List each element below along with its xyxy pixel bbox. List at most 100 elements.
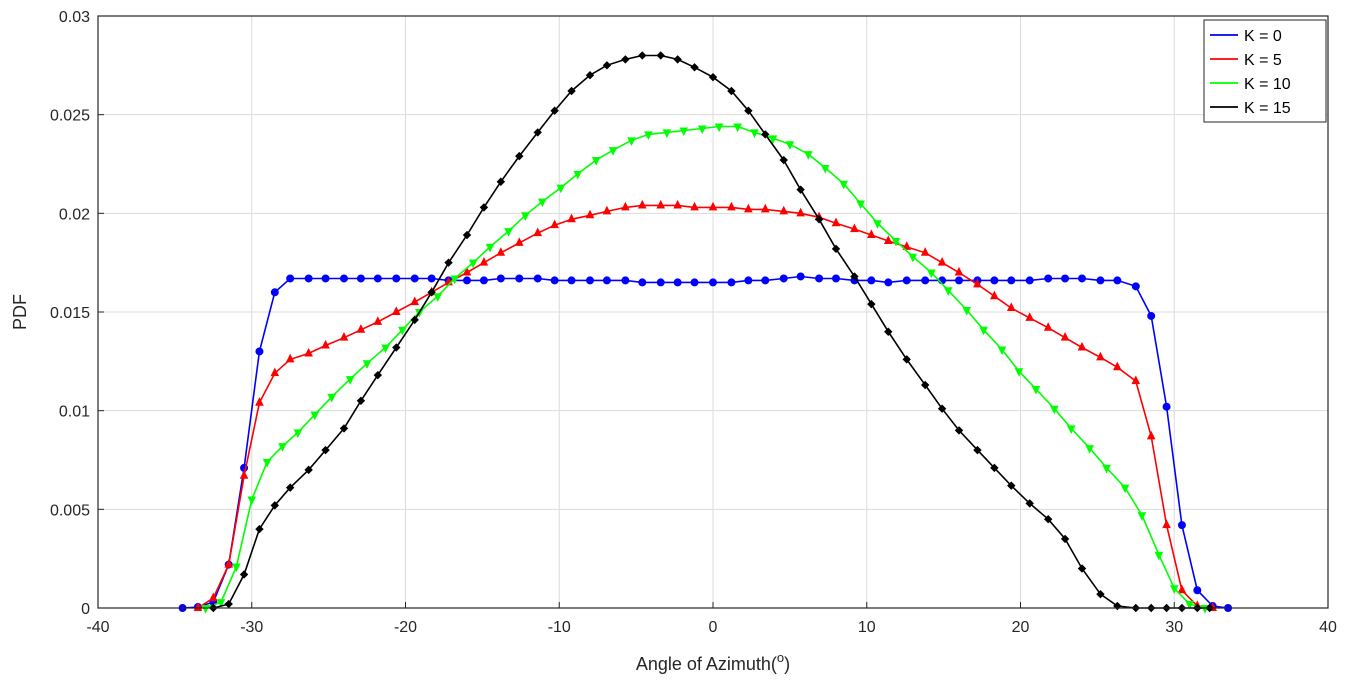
data-point	[362, 360, 372, 369]
data-point	[608, 147, 618, 156]
data-point	[567, 276, 576, 285]
data-point	[973, 278, 982, 288]
data-point	[902, 276, 911, 285]
data-point	[1060, 332, 1070, 341]
data-point	[1147, 311, 1156, 320]
data-point	[850, 272, 859, 281]
data-point	[232, 563, 241, 573]
data-point	[270, 288, 279, 297]
data-point	[831, 244, 841, 254]
data-point	[768, 135, 778, 144]
data-point	[867, 229, 876, 239]
data-point	[973, 445, 982, 455]
data-point	[427, 288, 436, 297]
data-point	[779, 205, 789, 215]
data-point	[1131, 375, 1141, 385]
data-point	[496, 274, 505, 283]
data-point	[1137, 512, 1147, 521]
data-point	[1113, 361, 1122, 371]
data-point	[515, 274, 524, 283]
data-point	[1060, 534, 1070, 544]
data-point	[1193, 586, 1202, 595]
data-point	[239, 470, 249, 479]
data-point	[796, 207, 805, 217]
data-point	[761, 130, 770, 139]
data-point	[1043, 514, 1053, 524]
data-point	[550, 106, 559, 115]
data-point	[867, 299, 876, 309]
y-axis-ticks: 0 0.005 0.01 0.015 0.02 0.025 0.03	[50, 9, 104, 618]
data-point	[832, 274, 840, 283]
legend-item: K = 5	[1210, 52, 1282, 69]
x-tick-label: 10	[858, 619, 876, 636]
data-point	[444, 258, 453, 267]
y-tick-label: 0.025	[50, 108, 90, 125]
data-point	[733, 123, 742, 133]
data-point	[1031, 385, 1041, 395]
x-tick-label: -30	[240, 619, 263, 636]
data-point	[209, 592, 218, 602]
data-point	[1007, 276, 1016, 285]
x-tick-label: 0	[709, 619, 718, 636]
x-tick-label: -20	[394, 619, 417, 636]
data-point	[727, 201, 736, 211]
data-point	[760, 203, 770, 213]
data-point	[239, 570, 249, 579]
data-point	[533, 128, 542, 137]
data-point	[304, 465, 313, 475]
data-point	[709, 278, 717, 287]
data-point	[262, 458, 272, 468]
data-point	[340, 274, 348, 283]
data-point	[937, 257, 947, 266]
data-point	[1102, 464, 1111, 474]
data-point	[550, 276, 559, 285]
data-point	[356, 324, 366, 333]
data-point	[1077, 341, 1087, 351]
data-point	[820, 164, 830, 174]
data-point	[627, 137, 636, 146]
data-point	[990, 290, 999, 300]
data-point	[990, 463, 999, 473]
data-point	[962, 307, 971, 316]
data-point	[856, 200, 865, 210]
data-point	[750, 129, 759, 139]
data-point	[744, 106, 753, 115]
data-point	[1177, 521, 1186, 530]
data-point	[373, 274, 382, 283]
data-point	[656, 51, 665, 60]
data-point	[744, 276, 753, 285]
data-point	[468, 259, 478, 269]
data-point	[433, 293, 443, 302]
data-point	[831, 217, 841, 227]
data-point	[979, 326, 988, 336]
data-point	[867, 276, 876, 285]
data-point	[1077, 564, 1087, 573]
legend-item: K = 10	[1210, 76, 1291, 93]
y-tick-label: 0.01	[59, 404, 90, 421]
data-point	[550, 219, 559, 229]
legend-label: K = 15	[1244, 100, 1291, 117]
data-point	[1007, 481, 1016, 490]
x-axis-label-close: )	[784, 654, 790, 674]
data-point	[521, 212, 530, 221]
data-point	[873, 220, 882, 229]
data-point	[356, 396, 366, 406]
data-point	[697, 125, 707, 135]
data-point	[216, 599, 226, 608]
data-point	[270, 501, 280, 510]
data-point	[339, 424, 349, 433]
data-point	[708, 201, 718, 211]
data-point	[392, 274, 401, 283]
data-point	[373, 316, 383, 325]
y-tick-label: 0.005	[50, 502, 90, 519]
data-point	[1131, 282, 1140, 291]
data-point	[450, 275, 460, 285]
data-point	[955, 276, 963, 285]
data-point	[462, 230, 472, 240]
data-point	[538, 198, 547, 208]
data-point	[392, 343, 401, 352]
data-point	[937, 404, 947, 413]
y-tick-label: 0.015	[50, 305, 90, 322]
legend-label: K = 5	[1244, 52, 1282, 69]
data-point	[1066, 425, 1076, 435]
